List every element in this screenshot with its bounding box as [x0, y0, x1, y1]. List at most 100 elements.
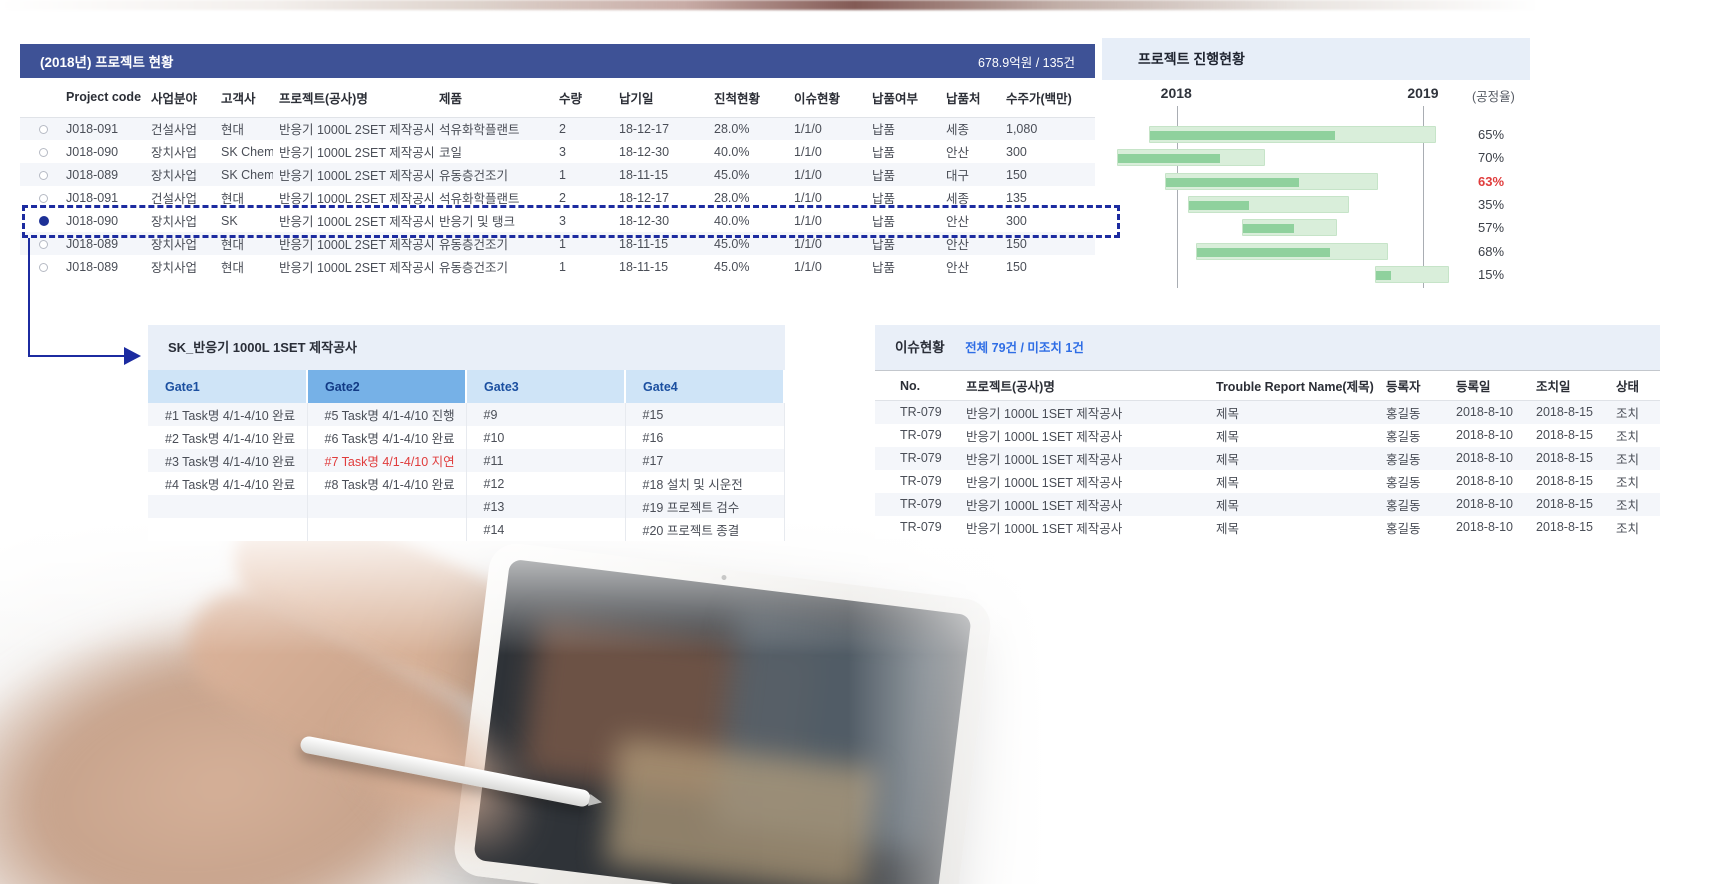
column-header: 조치일 [1530, 370, 1610, 401]
cell-product: 유동층건조기 [439, 238, 509, 252]
issue-cell: 홍길동 [1386, 406, 1421, 421]
issue-cell: TR-079 [900, 405, 942, 420]
cell-client: SK [221, 213, 238, 228]
cell-code: J018-089 [66, 236, 119, 251]
issue-cell: 반응기 1000L 1SET 제작공사 [966, 452, 1123, 467]
gate-cell: #15 [625, 403, 785, 426]
gantt-bar-progress [1188, 200, 1250, 210]
issue-row[interactable]: TR-079 반응기 1000L 1SET 제작공사 제목 홍길동 2018-8-10 2… [875, 470, 1660, 493]
cell-dest: 대구 [946, 169, 970, 183]
issue-panel-summary: 전체 79건 / 미조치 1건 [965, 341, 1084, 355]
row-radio-selected[interactable] [39, 216, 49, 227]
gate-cell: #4 Task명 4/1-4/10 완료 [148, 472, 308, 495]
issue-table-body: TR-079 반응기 1000L 1SET 제작공사 제목 홍길동 2018-8-10 2… [875, 400, 1660, 539]
gantt-bar-progress [1243, 224, 1294, 234]
row-radio[interactable] [39, 262, 48, 272]
table-row[interactable]: J018-090 장치사업 SK 반응기 1000L 2SET 제작공사 반응기 및 탱… [20, 209, 1095, 232]
gate-cell: #16 [625, 426, 785, 449]
column-header: 진척현황 [708, 78, 788, 118]
issue-cell: 2018-8-10 [1456, 474, 1513, 488]
gate-cell [307, 495, 467, 518]
cell-product: 석유화학플랜트 [439, 123, 520, 138]
issue-cell: TR-079 [900, 474, 942, 488]
issue-cell: 2018-8-15 [1536, 474, 1593, 488]
issue-cell: 제목 [1216, 429, 1240, 444]
cell-issue: 1/1/0 [794, 121, 822, 136]
radio-cell [20, 255, 60, 278]
row-radio[interactable] [39, 193, 48, 203]
issue-cell: 2018-8-10 [1456, 497, 1513, 511]
timeline-gridline [1423, 106, 1425, 288]
row-radio[interactable] [39, 170, 48, 180]
gantt-canvas: 2018 2019 [1102, 80, 1468, 312]
cell-biz: 장치사업 [151, 238, 198, 252]
cell-name: 반응기 1000L 2SET 제작공사 [279, 192, 433, 206]
gate-tab-gate4[interactable]: Gate4 [625, 370, 785, 403]
issue-cell: 홍길동 [1386, 452, 1421, 467]
project-panel-header: (2018년) 프로젝트 현황 678.9억원 / 135건 [20, 44, 1095, 78]
issue-cell: 2018-8-15 [1536, 428, 1593, 442]
gate-cell: #5 Task명 4/1-4/10 진행 [307, 403, 467, 426]
cell-product: 유동층건조기 [439, 261, 509, 275]
gate-tab-gate3[interactable]: Gate3 [466, 370, 626, 403]
gantt-chart: 2018 2019 (공정율) 65% 70% 63% 35% 57% 68% 15% [1102, 80, 1530, 312]
year-label: 2019 [1407, 85, 1439, 101]
issue-cell: 제목 [1216, 475, 1240, 490]
progress-panel-title: 프로젝트 진행현황 [1102, 38, 1530, 80]
cell-issue: 1/1/0 [794, 190, 822, 205]
column-header: 납기일 [613, 78, 708, 118]
issue-cell: 반응기 1000L 1SET 제작공사 [966, 521, 1123, 536]
gate-cell: #18 설치 및 시운전 [625, 472, 785, 495]
table-row[interactable]: J018-091 건설사업 현대 반응기 1000L 2SET 제작공사 석유화학플랜트… [20, 186, 1095, 209]
cell-biz: 건설사업 [151, 123, 198, 138]
radio-cell [20, 209, 60, 232]
gate-cell [148, 518, 308, 541]
issue-cell: 2018-8-15 [1536, 405, 1593, 420]
cell-name: 반응기 1000L 2SET 제작공사 [279, 261, 433, 275]
row-radio[interactable] [39, 147, 48, 157]
issue-row[interactable]: TR-079 반응기 1000L 1SET 제작공사 제목 홍길동 2018-8-10 2… [875, 424, 1660, 447]
table-row[interactable]: J018-089 장치사업 현대 반응기 1000L 2SET 제작공사 유동층건조기 1… [20, 255, 1095, 278]
table-row[interactable]: J018-089 장치사업 SK Chem 반응기 1000L 2SET 제작공사 유동… [20, 163, 1095, 186]
cell-product: 코일 [439, 146, 463, 160]
connector-line-horizontal [28, 355, 126, 357]
issue-cell: 2018-8-10 [1456, 451, 1513, 465]
gate-head-row: Gate1 Gate2 Gate3 Gate4 [148, 370, 785, 403]
cell-due: 18-12-30 [619, 144, 670, 159]
cell-progress: 40.0% [714, 213, 750, 228]
gate-cell [148, 495, 308, 518]
issue-cell: 2018-8-15 [1536, 451, 1593, 465]
cell-progress: 28.0% [714, 121, 750, 136]
gate-cell: #19 프로젝트 검수 [625, 495, 785, 518]
selected-row-outline [22, 205, 1120, 238]
cell-due: 18-11-15 [619, 167, 669, 182]
issue-row[interactable]: TR-079 반응기 1000L 1SET 제작공사 제목 홍길동 2018-8-10 2… [875, 492, 1660, 516]
cell-code: J018-090 [66, 213, 119, 228]
gate-tab-gate2[interactable]: Gate2 [307, 370, 467, 403]
gate-tab-gate1[interactable]: Gate1 [148, 370, 308, 403]
issue-row[interactable]: TR-079 반응기 1000L 1SET 제작공사 제목 홍길동 2018-8-10 2… [875, 516, 1660, 539]
radio-cell [20, 117, 60, 140]
issue-cell: 제목 [1216, 452, 1240, 467]
cell-biz: 건설사업 [151, 192, 198, 206]
issue-row[interactable]: TR-079 반응기 1000L 1SET 제작공사 제목 홍길동 2018-8-10 2… [875, 400, 1660, 424]
table-row[interactable]: J018-090 장치사업 SK Chem 반응기 1000L 2SET 제작공사 코일… [20, 140, 1095, 163]
gate-table: Gate1 Gate2 Gate3 Gate4 #1 Task명 4/1-4/10 완… [148, 370, 785, 541]
project-panel-summary: 678.9억원 / 135건 [977, 55, 1075, 70]
row-radio[interactable] [39, 124, 48, 134]
issue-cell: 2018-8-10 [1456, 520, 1513, 534]
column-header: 고객사 [215, 78, 273, 118]
gate-cell: #20 프로젝트 종결 [625, 518, 785, 541]
issue-row[interactable]: TR-079 반응기 1000L 1SET 제작공사 제목 홍길동 2018-8-10 2… [875, 446, 1660, 470]
cell-delivery: 납품 [872, 146, 896, 160]
column-header: 이슈현황 [788, 78, 866, 118]
cell-name: 반응기 1000L 2SET 제작공사 [279, 123, 433, 138]
table-row[interactable]: J018-091 건설사업 현대 반응기 1000L 2SET 제작공사 석유화학플랜트… [20, 117, 1095, 140]
row-radio[interactable] [39, 239, 48, 249]
issue-cell: 제목 [1216, 498, 1240, 513]
cell-amount: 1,080 [1006, 121, 1038, 136]
issue-cell: 2018-8-10 [1456, 428, 1513, 442]
gantt-bar [1187, 195, 1349, 213]
column-header: 납품처 [940, 78, 1000, 118]
cell-delivery: 납품 [872, 169, 896, 183]
